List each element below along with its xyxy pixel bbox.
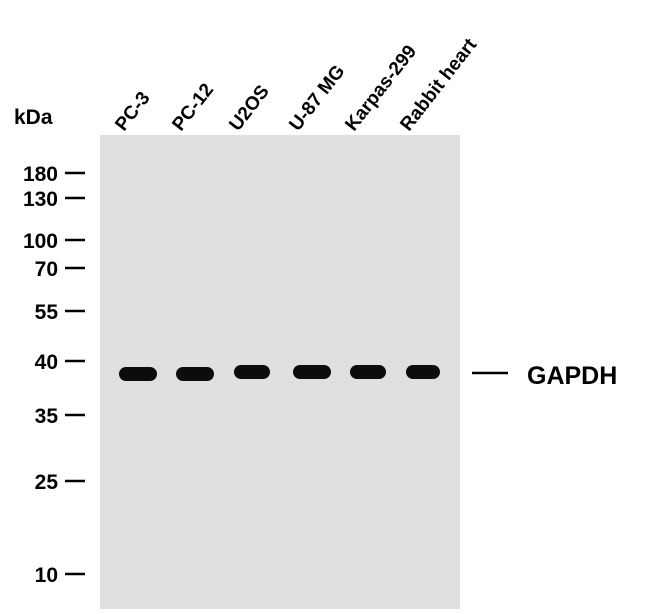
- marker-label: 40: [35, 351, 58, 374]
- marker-label: 35: [35, 405, 59, 428]
- lane-label: PC-12: [168, 80, 218, 135]
- blot-membrane: [100, 135, 460, 609]
- marker-label: 55: [35, 301, 59, 324]
- marker-label: 130: [23, 188, 58, 211]
- band: [234, 365, 270, 379]
- marker-label: 70: [35, 258, 58, 281]
- marker-label: 100: [23, 230, 58, 253]
- unit-label: kDa: [14, 106, 53, 129]
- band: [350, 365, 386, 379]
- band: [293, 365, 331, 379]
- marker-label: 180: [23, 163, 58, 186]
- band: [119, 367, 157, 381]
- lane-label: U2OS: [225, 81, 273, 135]
- lane-label: U-87 MG: [285, 61, 349, 135]
- band: [176, 367, 214, 381]
- lane-label: PC-3: [111, 88, 154, 135]
- marker-label: 25: [35, 471, 59, 494]
- marker-label: 10: [35, 564, 58, 587]
- band-label: GAPDH: [527, 362, 617, 390]
- band: [406, 365, 440, 379]
